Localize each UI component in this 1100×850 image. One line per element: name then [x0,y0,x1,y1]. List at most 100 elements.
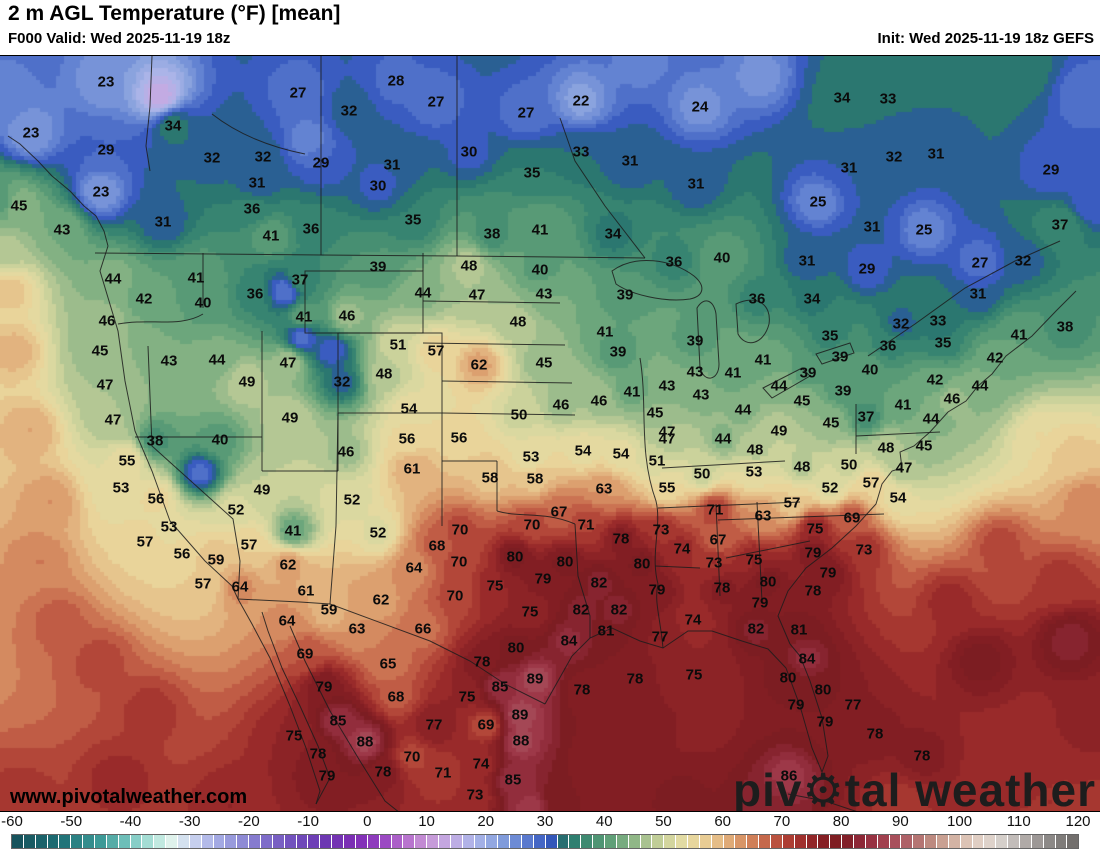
temp-label: 81 [790,621,808,639]
temp-label: 68 [428,537,446,555]
colorbar-segment [652,835,665,848]
colorbar-tick: 120 [1065,813,1091,830]
colorbar-segment [498,835,511,848]
temp-label: 30 [460,143,478,161]
temp-label: 73 [705,554,723,572]
temp-label: 28 [387,72,405,90]
temp-label: 54 [400,400,418,418]
temp-label: 85 [329,712,347,730]
colorbar-segment [628,835,641,848]
temp-label: 80 [507,639,525,657]
colorbar-segment [272,835,285,848]
colorbar-segment [225,835,238,848]
temp-label: 40 [861,361,879,379]
colorbar-segment [925,835,938,848]
temp-label: 80 [814,681,832,699]
temp-label: 25 [915,221,933,239]
temp-label: 56 [450,429,468,447]
temp-label: 79 [816,713,834,731]
temp-label: 78 [804,582,822,600]
header: 2 m AGL Temperature (°F) [mean] F000 Val… [0,0,1100,55]
temp-label: 57 [194,575,212,593]
temp-label: 50 [510,406,528,424]
colorbar-segment [687,835,700,848]
colorbar-segment [593,835,605,848]
temp-label: 43 [686,363,704,381]
temp-label: 41 [284,522,302,540]
temp-label: 32 [1014,252,1032,270]
temp-label: 57 [783,494,801,512]
colorbar-segment [581,835,594,848]
temp-label: 39 [831,348,849,366]
colorbar-segment [699,835,712,848]
colorbar-segment [379,835,392,848]
temp-label: 88 [512,732,530,750]
temp-label: 41 [262,227,280,245]
temp-label: 62 [470,356,488,374]
temp-label: 32 [885,148,903,166]
temp-label: 31 [154,213,172,231]
colorbar-tick: 70 [773,813,791,830]
temp-label: 33 [572,143,590,161]
colorbar-segment [284,835,297,848]
temp-label: 44 [208,351,226,369]
colorbar-segment [71,835,84,848]
colorbar-segment [237,835,250,848]
temp-label: 33 [879,90,897,108]
temp-label: 86 [780,767,798,785]
colorbar-segment [676,835,688,848]
temp-label: 52 [369,524,387,542]
temp-label: 39 [609,343,627,361]
colorbar-segment [12,835,24,848]
temp-label: 35 [934,334,952,352]
temp-label: 31 [969,285,987,303]
colorbar-segment [735,835,748,848]
temp-label: 71 [706,501,724,519]
colorbar-segment [521,835,534,848]
colorbar-segment [604,835,617,848]
temp-label: 70 [403,748,421,766]
temp-label: 39 [686,332,704,350]
temp-label: 54 [612,445,630,463]
temp-label: 51 [389,336,407,354]
temp-label: 64 [278,612,296,630]
temp-label: 37 [857,408,875,426]
colorbar-segment [474,835,487,848]
temp-label: 41 [724,364,742,382]
temp-label: 39 [369,258,387,276]
colorbar-segment [996,835,1009,848]
colorbar-segment [759,835,771,848]
temp-label: 70 [450,553,468,571]
temp-label: 63 [595,480,613,498]
temp-label: 48 [793,458,811,476]
temp-label: 25 [809,193,827,211]
temp-label: 82 [747,620,765,638]
colorbar-segment [486,835,499,848]
temp-label: 39 [616,286,634,304]
colorbar-segment [59,835,72,848]
temp-label: 30 [369,177,387,195]
colorbar-tick: 40 [595,813,613,830]
temp-label: 78 [626,670,644,688]
colorbar-segment [1055,835,1068,848]
temp-label: 79 [819,564,837,582]
temp-label: 46 [338,307,356,325]
temp-label: 29 [97,141,115,159]
colorbar-segment [640,835,653,848]
temp-label: 45 [91,342,109,360]
watermark-url: www.pivotalweather.com [10,786,248,808]
colorbar-segment [35,835,48,848]
temp-label: 75 [458,688,476,706]
temp-label: 80 [633,555,651,573]
colorbar-tick: 60 [714,813,731,830]
temp-label: 80 [556,553,574,571]
temp-label: 41 [754,351,772,369]
colorbar-segment [1067,835,1079,848]
temp-label: 41 [596,323,614,341]
temp-label: 69 [296,645,314,663]
colorbar-segment [296,835,309,848]
temp-label: 35 [523,164,541,182]
colorbar-segment [533,835,546,848]
temp-label: 41 [1010,326,1028,344]
